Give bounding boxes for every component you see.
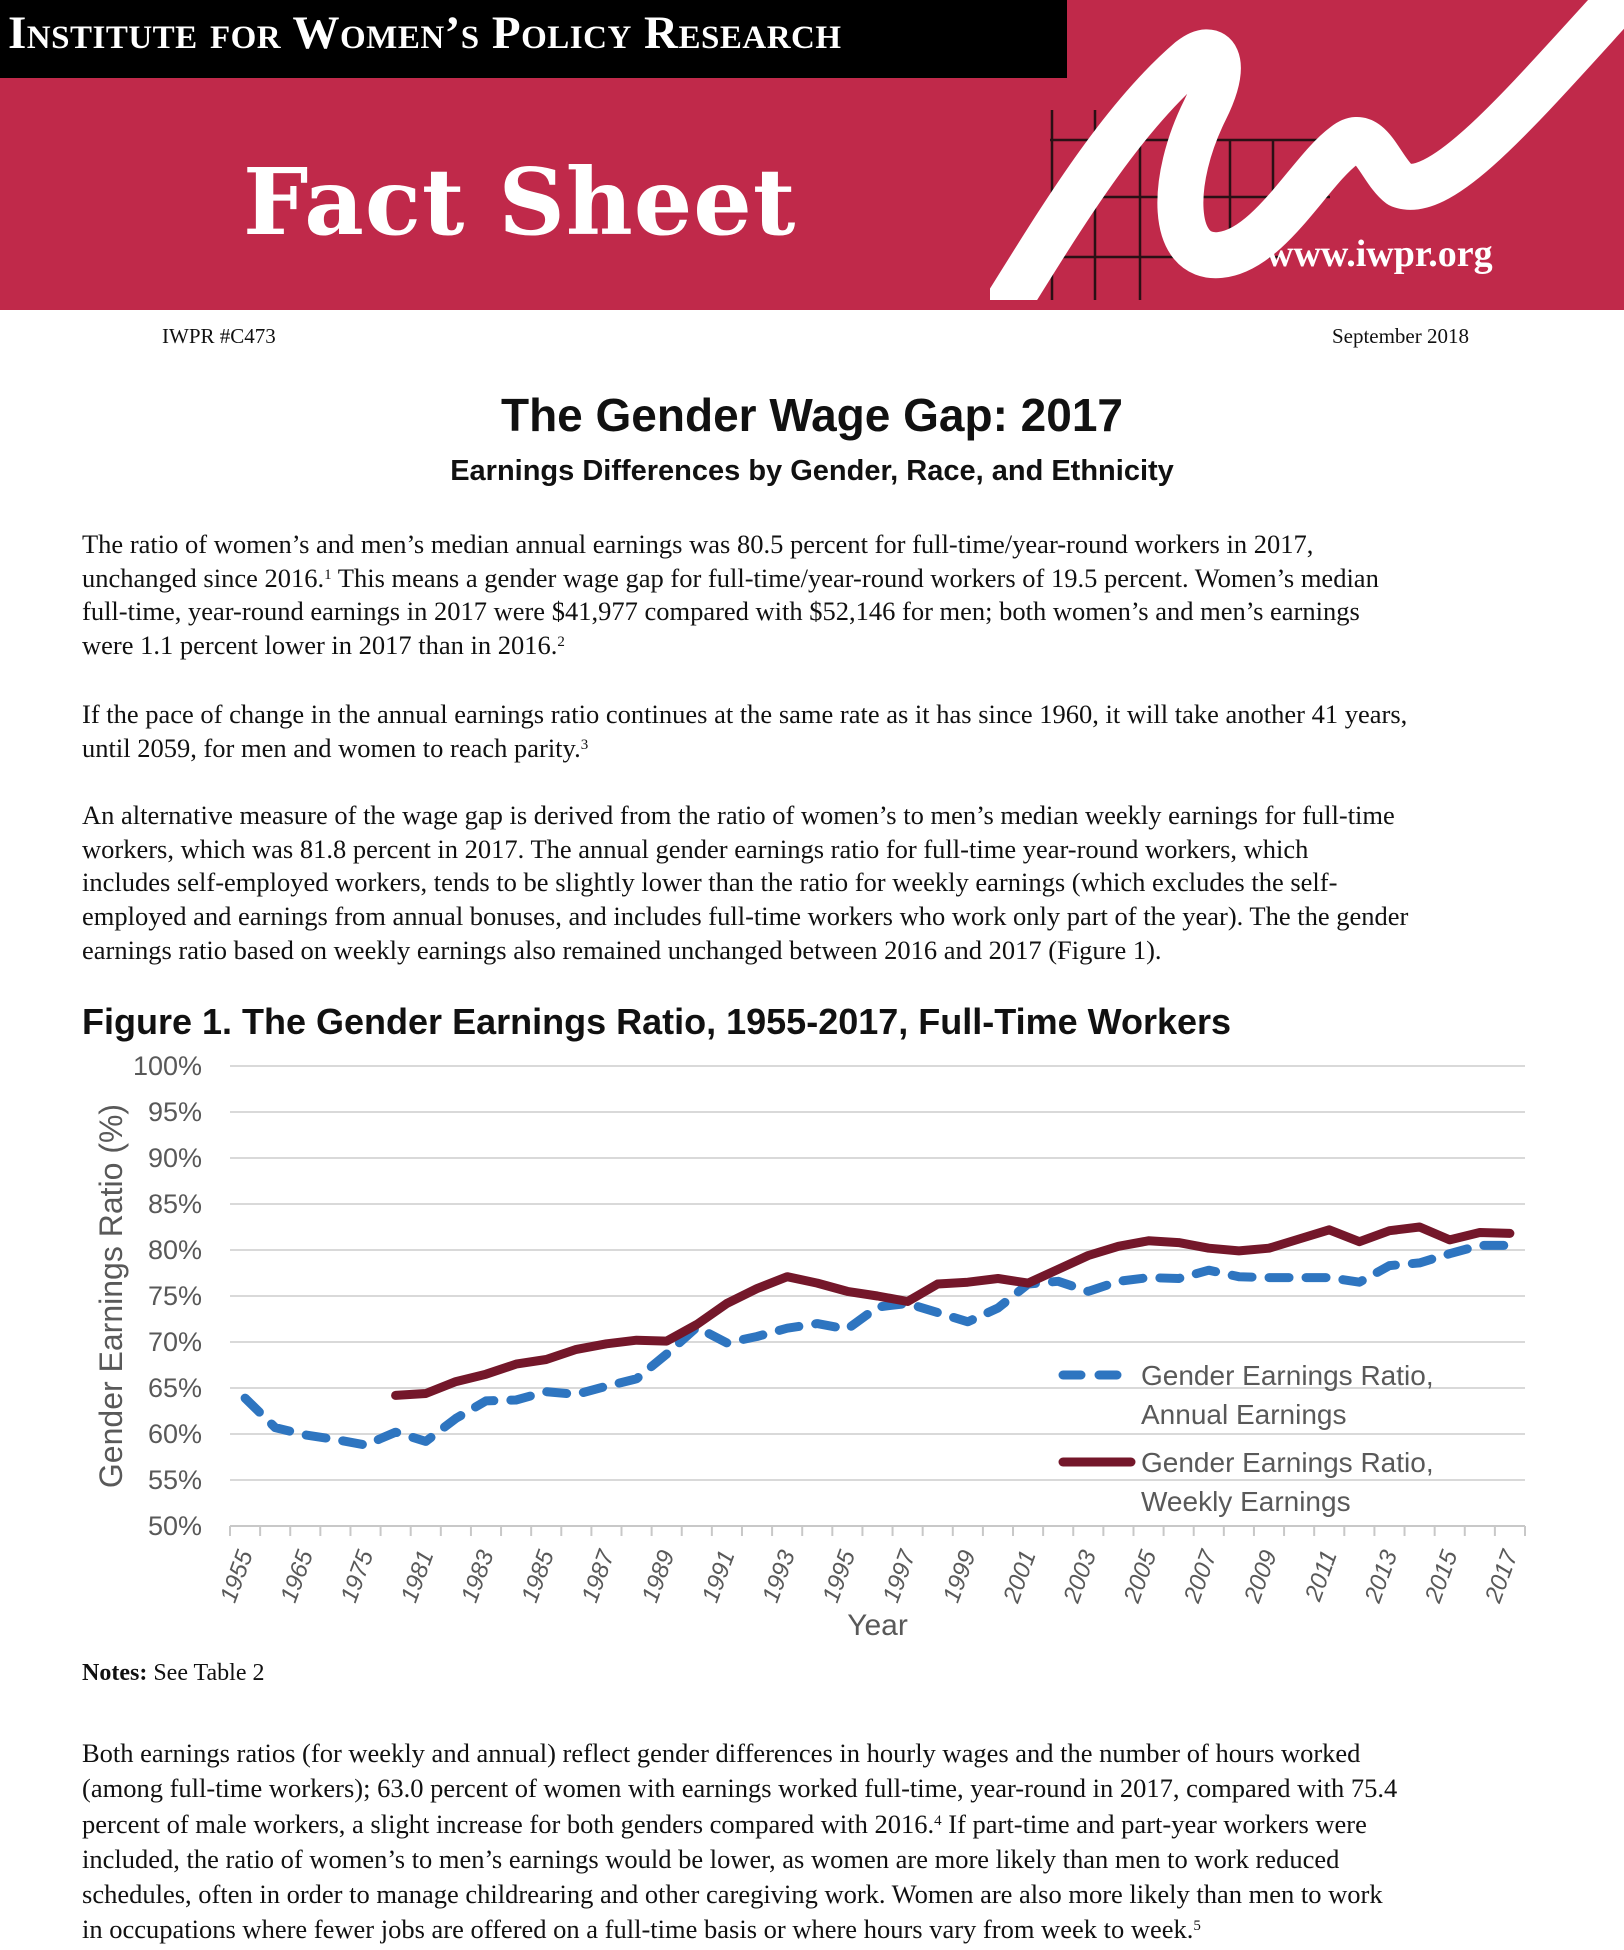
paragraph: An alternative measure of the wage gap i… bbox=[82, 799, 1408, 968]
text-line: Both earnings ratios (for weekly and ann… bbox=[82, 1738, 1361, 1768]
text-line: percent of male workers, a slight increa… bbox=[82, 1808, 1367, 1839]
x-tick-label: 1985 bbox=[516, 1546, 560, 1606]
text-line: workers, which was 81.8 percent in 2017.… bbox=[82, 833, 1309, 864]
text-line: includes self-employed workers, tends to… bbox=[82, 867, 1338, 898]
x-tick-label: 2005 bbox=[1118, 1546, 1162, 1607]
y-tick-label: 60% bbox=[148, 1419, 202, 1449]
text-line: until 2059, for men and women to reach p… bbox=[82, 732, 589, 763]
x-axis-title: Year bbox=[847, 1609, 908, 1640]
text-line: unchanged since 2016.1 This means a gend… bbox=[82, 562, 1379, 593]
y-tick-label: 95% bbox=[148, 1097, 202, 1127]
x-tick-label: 2015 bbox=[1419, 1546, 1463, 1607]
text-line: (among full-time workers); 63.0 percent … bbox=[82, 1773, 1398, 1804]
iwpr-logo-icon bbox=[990, 0, 1624, 300]
page-title: The Gender Wage Gap: 2017 bbox=[500, 389, 1124, 441]
notes-text: See Table 2 bbox=[147, 1660, 265, 1686]
notes: Notes: See Table 2 bbox=[82, 1660, 265, 1687]
footnote-marker[interactable]: 5 bbox=[1193, 1918, 1201, 1935]
footnote-marker[interactable]: 3 bbox=[580, 736, 589, 753]
y-tick-label: 50% bbox=[148, 1511, 202, 1541]
notes-label: Notes: bbox=[82, 1660, 148, 1686]
x-tick-label: 2013 bbox=[1359, 1546, 1403, 1607]
paragraph: If the pace of change in the annual earn… bbox=[82, 698, 1407, 765]
text-line: earnings ratio based on weekly earnings … bbox=[82, 934, 1162, 965]
y-tick-label: 75% bbox=[148, 1281, 202, 1311]
text-line: employed and earnings from annual bonuse… bbox=[82, 901, 1409, 932]
org-name-box: Institute for Women’s Policy Research bbox=[0, 0, 1067, 78]
legend-label: Gender Earnings Ratio, bbox=[1141, 1447, 1434, 1478]
legend-label: Gender Earnings Ratio, bbox=[1141, 1360, 1434, 1391]
org-name: Institute for Women’s Policy Research bbox=[8, 7, 842, 59]
series-line-weekly bbox=[391, 1222, 1515, 1400]
x-tick-label: 1955 bbox=[215, 1546, 259, 1606]
x-tick-label: 1997 bbox=[878, 1545, 922, 1606]
x-tick-label: 1993 bbox=[757, 1546, 801, 1606]
y-tick-label: 65% bbox=[148, 1373, 202, 1403]
website-url[interactable]: www.iwpr.org bbox=[1266, 233, 1493, 275]
x-tick-label: 2007 bbox=[1178, 1545, 1223, 1607]
x-tick-label: 1975 bbox=[336, 1546, 380, 1606]
text-line: full-time, year-round earnings in 2017 w… bbox=[82, 596, 1360, 627]
x-tick-label: 2001 bbox=[998, 1547, 1042, 1607]
text-line: The ratio of women’s and men’s median an… bbox=[82, 529, 1314, 559]
x-tick-label: 2003 bbox=[1058, 1546, 1102, 1607]
text-line: included, the ratio of women’s to men’s … bbox=[82, 1843, 1340, 1874]
paragraph: The ratio of women’s and men’s median an… bbox=[82, 528, 1379, 663]
x-tick-label: 1983 bbox=[456, 1546, 500, 1606]
x-tick-label: 1999 bbox=[938, 1547, 982, 1606]
y-tick-label: 80% bbox=[148, 1235, 202, 1265]
legend-label: Weekly Earnings bbox=[1141, 1486, 1351, 1517]
y-tick-label: 90% bbox=[148, 1143, 202, 1173]
text-line: were 1.1 percent lower in 2017 than in 2… bbox=[82, 630, 565, 661]
publication-date: September 2018 bbox=[1331, 324, 1469, 348]
y-tick-label: 85% bbox=[148, 1189, 202, 1219]
x-tick-label: 1989 bbox=[637, 1547, 681, 1606]
text-line: If the pace of change in the annual earn… bbox=[82, 699, 1408, 729]
x-tick-label: 2009 bbox=[1239, 1547, 1283, 1607]
y-tick-label: 70% bbox=[148, 1327, 202, 1357]
doc-type-label: Fact Sheet bbox=[243, 148, 797, 256]
y-axis-title: Gender Earnings Ratio (%) bbox=[93, 1104, 129, 1488]
y-tick-label: 55% bbox=[148, 1465, 202, 1495]
x-tick-label: 1987 bbox=[576, 1545, 620, 1606]
footnote-marker[interactable]: 1 bbox=[324, 566, 332, 583]
legend-label: Annual Earnings bbox=[1141, 1399, 1346, 1430]
x-tick-label: 2011 bbox=[1300, 1547, 1343, 1606]
publication-id: IWPR #C473 bbox=[162, 324, 276, 348]
text-line: in occupations where fewer jobs are offe… bbox=[82, 1914, 1201, 1945]
x-tick-label: 2017 bbox=[1480, 1545, 1525, 1607]
text-line: schedules, often in order to manage chil… bbox=[82, 1879, 1383, 1910]
footnote-marker[interactable]: 4 bbox=[934, 1812, 942, 1829]
page-subtitle: Earnings Differences by Gender, Race, an… bbox=[450, 455, 1174, 487]
x-tick-label: 1981 bbox=[396, 1547, 440, 1606]
y-tick-label: 100% bbox=[133, 1051, 202, 1081]
x-tick-label: 1991 bbox=[697, 1547, 741, 1606]
x-tick-label: 1995 bbox=[817, 1546, 861, 1606]
footnote-marker[interactable]: 2 bbox=[557, 634, 565, 651]
text-line: An alternative measure of the wage gap i… bbox=[82, 800, 1395, 830]
earnings-ratio-chart: 50% 55% 60% 65% 70% 75% 80% 85% 90% 95% 100% 1955 19… bbox=[93, 1051, 1526, 1640]
x-tick-label: 1965 bbox=[275, 1546, 319, 1606]
figure-title: Figure 1. The Gender Earnings Ratio, 195… bbox=[82, 1001, 1232, 1042]
paragraph: Both earnings ratios (for weekly and ann… bbox=[82, 1736, 1397, 1948]
